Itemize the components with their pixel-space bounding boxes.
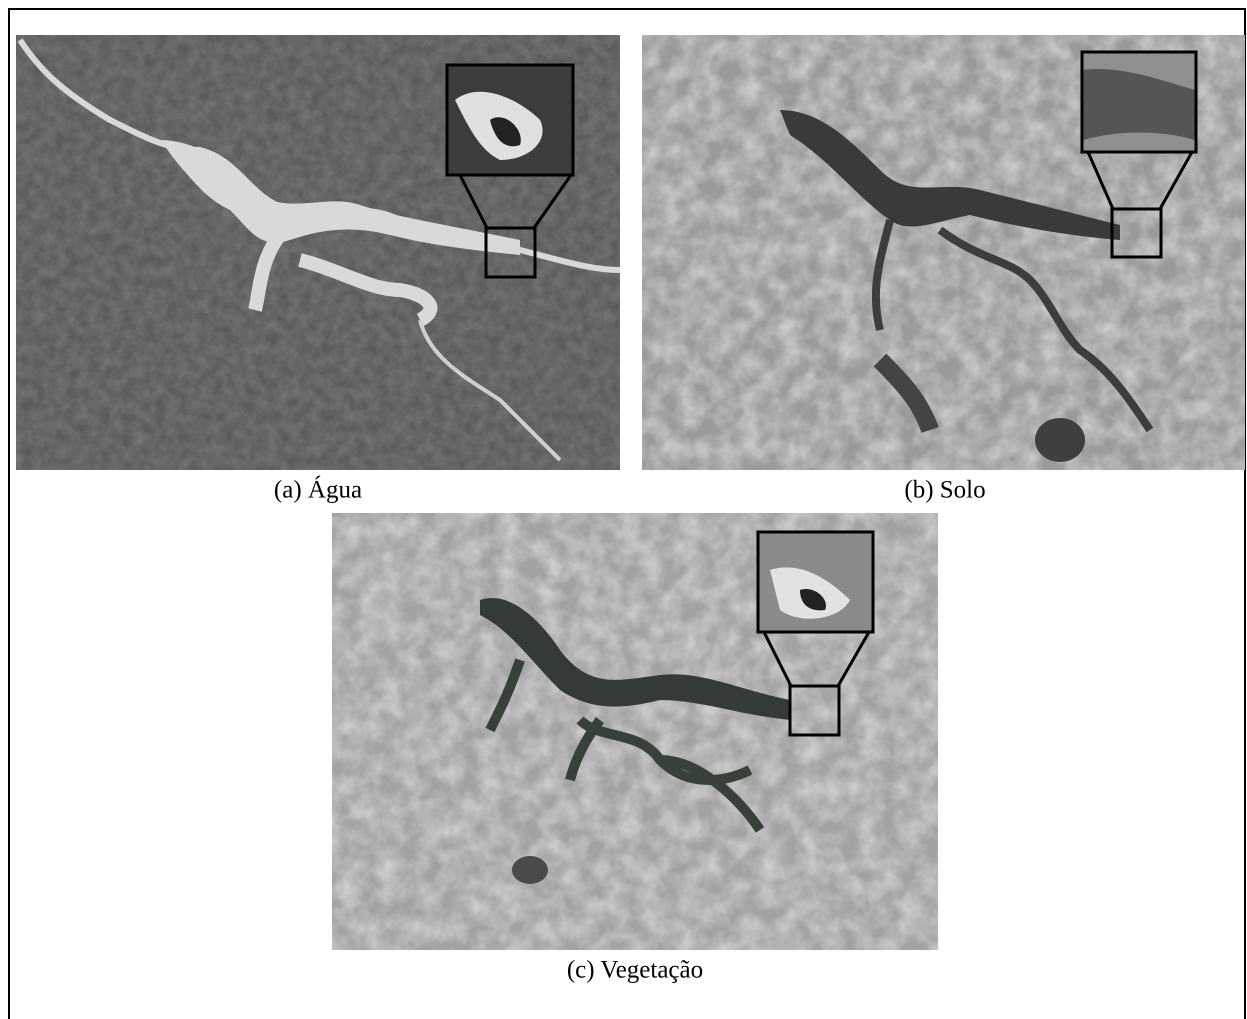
image-solo [642,35,1245,470]
caption: (a) Água [274,476,362,504]
caption: (c) Vegetação [567,957,703,984]
image-vegetacao [332,513,938,950]
figure: (a) Água (b) Solo (c) Vegetação [0,0,1247,1019]
image-agua [16,35,620,470]
caption: (b) Solo [904,477,985,504]
